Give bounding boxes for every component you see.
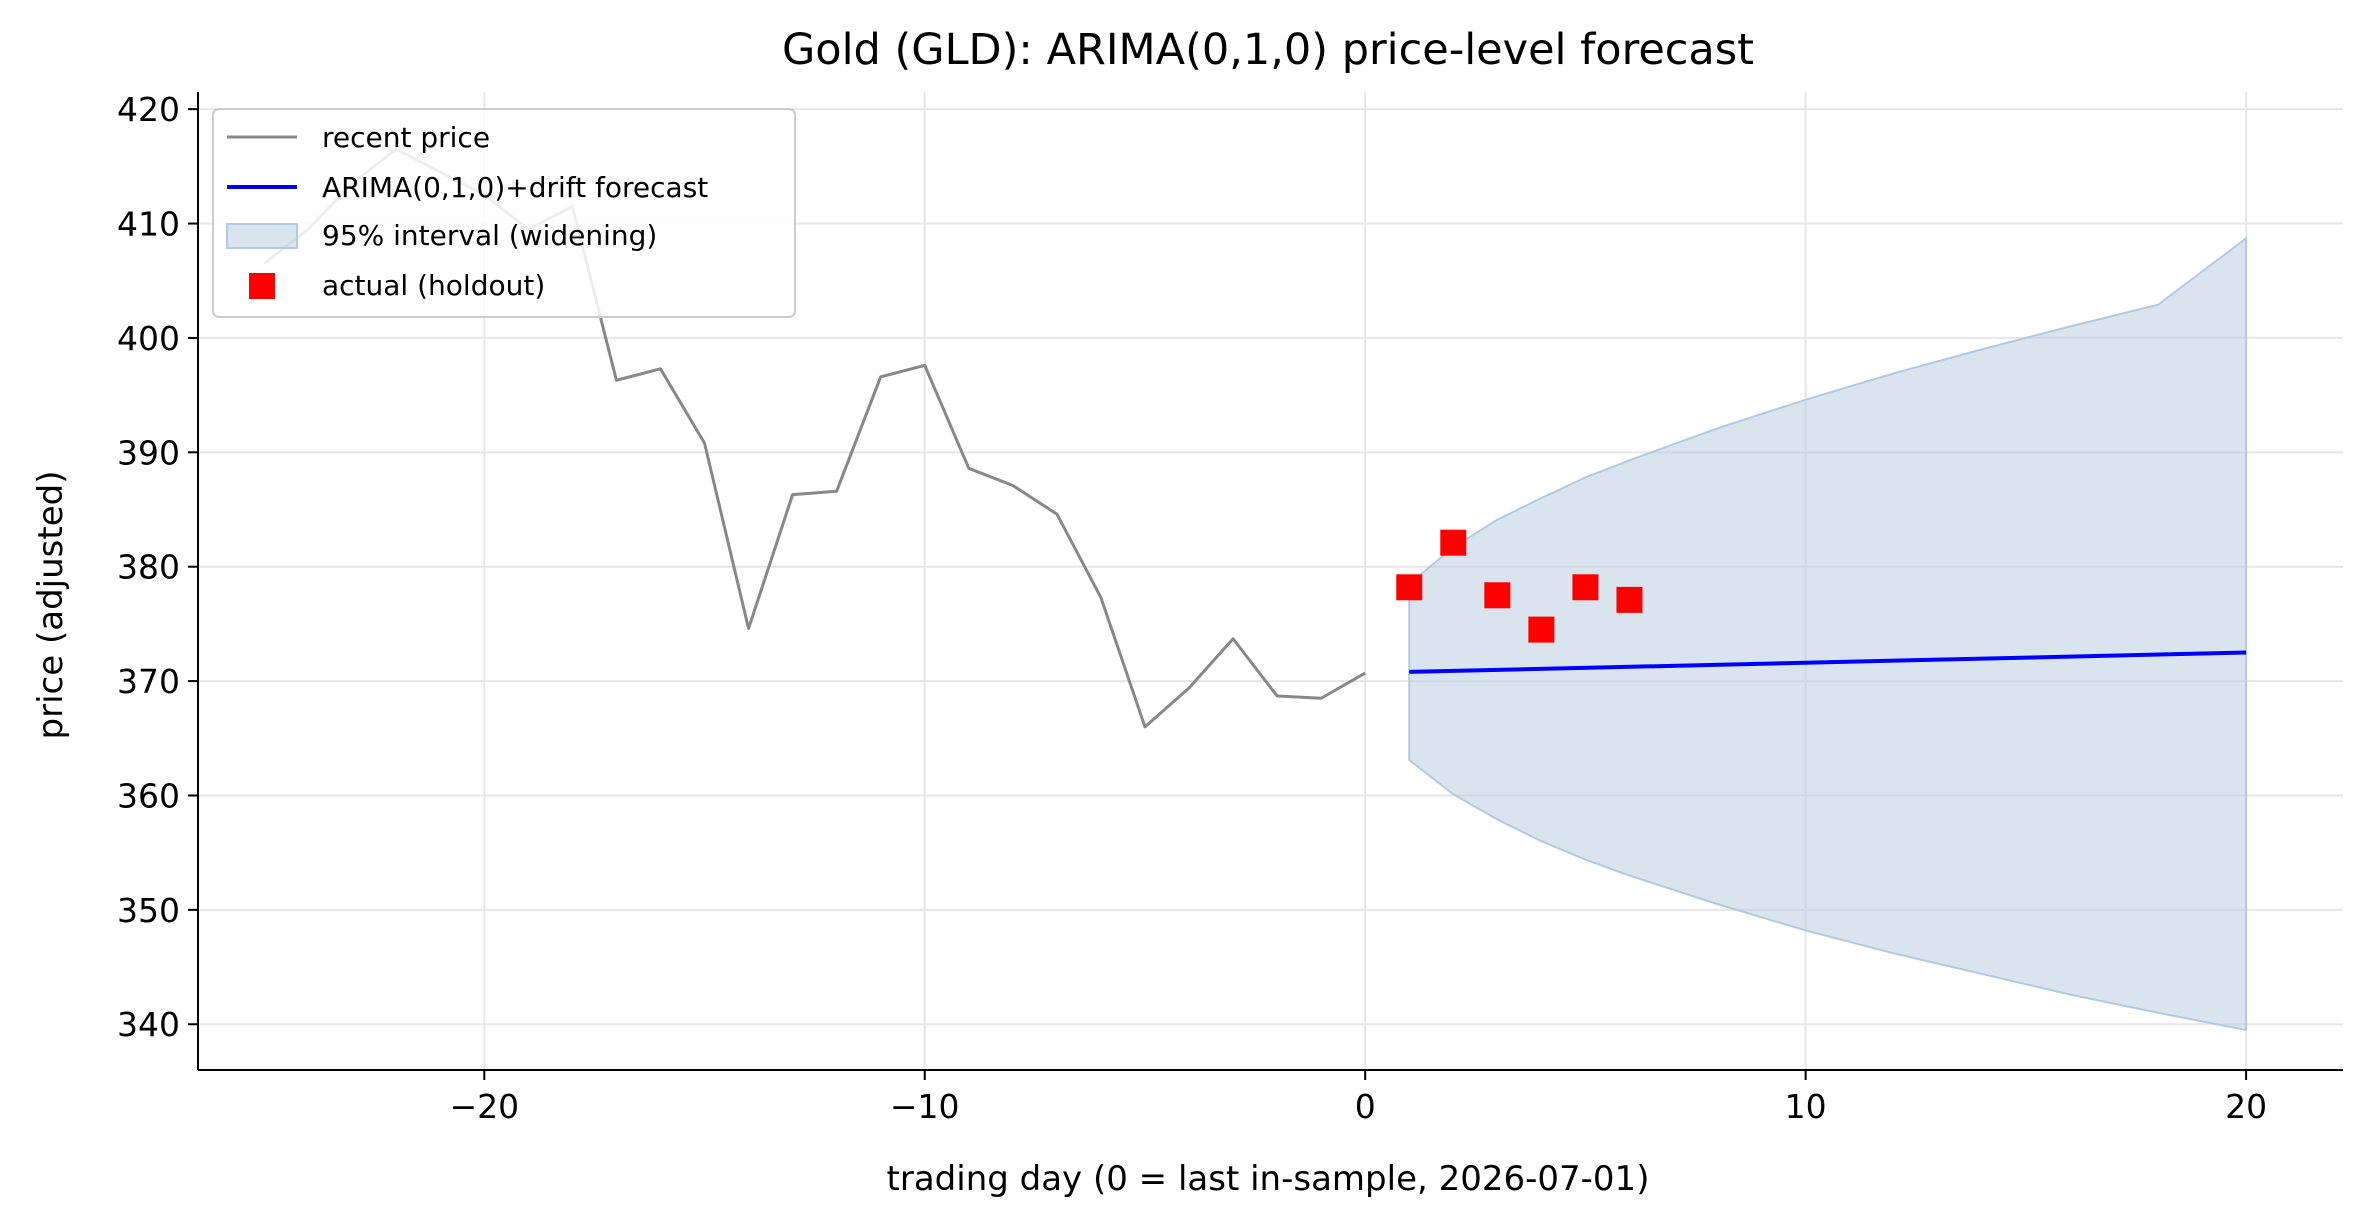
legend-label-forecast: ARIMA(0,1,0)+drift forecast — [322, 171, 708, 204]
legend-label-interval: 95% interval (widening) — [322, 219, 657, 252]
holdout-point — [1484, 582, 1511, 609]
x-tick-label: −10 — [890, 1087, 960, 1126]
legend-swatch-interval — [226, 223, 298, 249]
holdout-point — [1616, 586, 1643, 613]
interval-band — [1408, 236, 2248, 1032]
tick-labels: −20 −10 0 10 20 340 350 360 370 380 390 400 410 420 — [117, 90, 2267, 1126]
x-tick-label: 0 — [1355, 1087, 1376, 1126]
x-tick-label: −20 — [449, 1087, 519, 1126]
x-tick-label: 10 — [1785, 1087, 1827, 1126]
y-tick-label: 370 — [117, 662, 180, 701]
holdout-points-layer — [1396, 529, 1643, 643]
holdout-point — [1528, 616, 1555, 643]
y-tick-label: 420 — [117, 90, 180, 129]
holdout-point — [1440, 529, 1467, 556]
x-axis-label: trading day (0 = last in-sample, 2026-07… — [887, 1159, 1650, 1199]
y-tick-label: 380 — [117, 548, 180, 587]
axes — [188, 92, 2343, 1080]
y-tick-label: 340 — [117, 1005, 180, 1044]
y-tick-label: 400 — [117, 319, 180, 358]
y-tick-label: 360 — [117, 776, 180, 815]
legend-frame — [212, 108, 796, 318]
y-tick-label: 350 — [117, 891, 180, 930]
legend-swatch-actual — [249, 273, 275, 299]
holdout-point — [1572, 574, 1599, 601]
forecast-line — [1409, 650, 2247, 674]
holdout-point — [1396, 574, 1423, 601]
chart-title: Gold (GLD): ARIMA(0,1,0) price-level for… — [782, 25, 1754, 75]
y-tick-label: 410 — [117, 205, 180, 244]
interval-band-layer — [1408, 236, 2248, 1032]
legend-label-actual: actual (holdout) — [322, 269, 545, 302]
legend-label-recent-price: recent price — [322, 121, 490, 154]
y-tick-label: 390 — [117, 433, 180, 472]
x-tick-label: 20 — [2225, 1087, 2267, 1126]
y-axis-label: price (adjusted) — [31, 471, 71, 740]
legend: recent price ARIMA(0,1,0)+drift forecast… — [212, 108, 796, 318]
